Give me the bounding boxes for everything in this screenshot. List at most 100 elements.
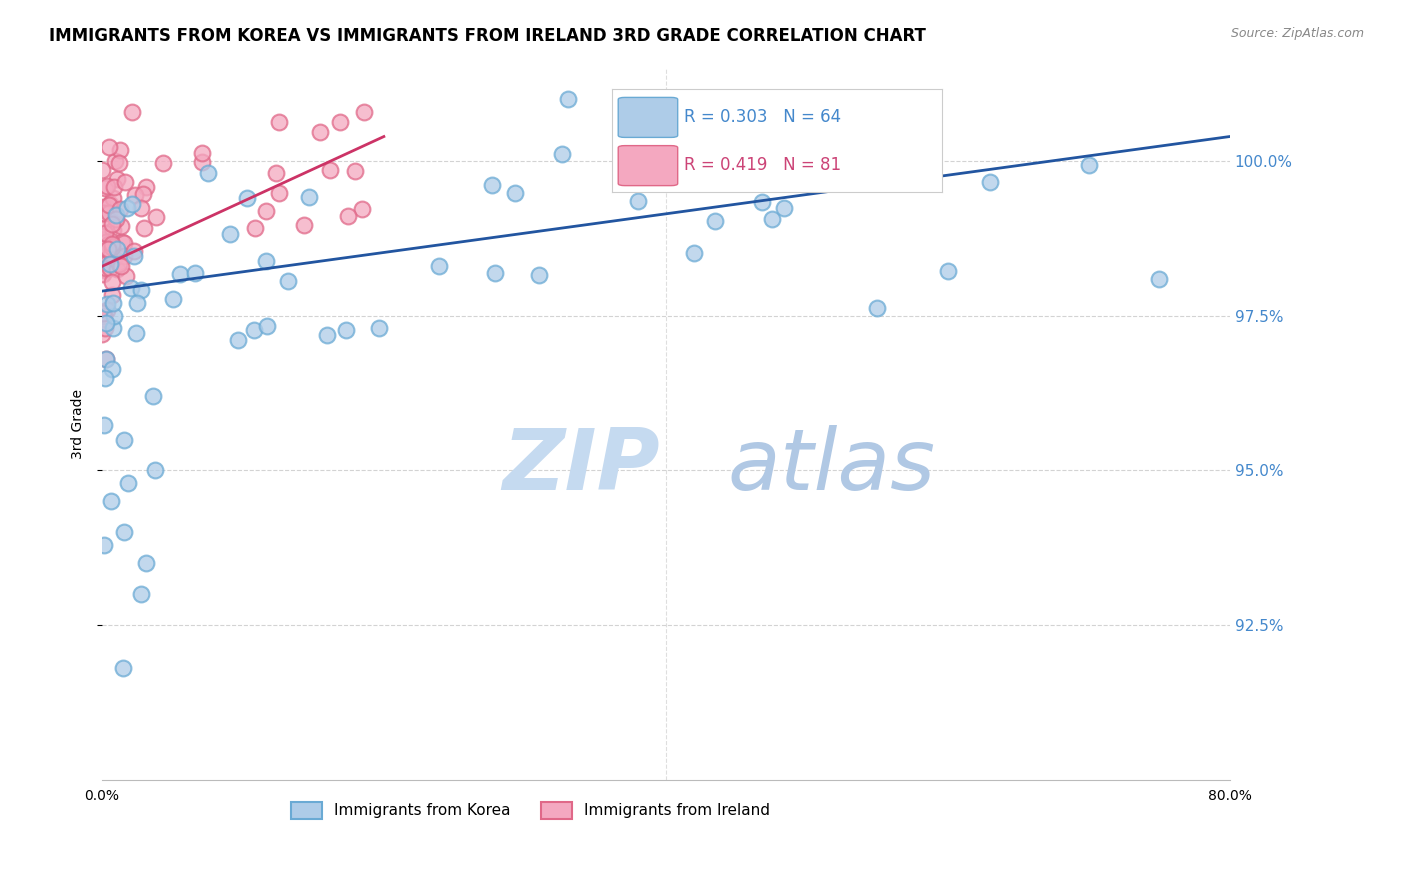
- Point: [101, 295, 124, 310]
- Text: Source: ZipAtlas.com: Source: ZipAtlas.com: [1230, 27, 1364, 40]
- Point: [105, 262, 128, 277]
- Point: [319, 163, 342, 178]
- Point: [626, 194, 648, 208]
- Point: [336, 209, 359, 223]
- Point: [111, 235, 134, 249]
- Point: [91, 162, 114, 177]
- Point: [110, 219, 132, 233]
- Point: [184, 266, 207, 280]
- Point: [129, 587, 152, 601]
- Point: [236, 191, 259, 205]
- FancyBboxPatch shape: [619, 145, 678, 186]
- Point: [100, 217, 122, 231]
- Point: [101, 236, 124, 251]
- Point: [112, 433, 135, 447]
- Point: [94, 260, 117, 275]
- Point: [329, 114, 352, 128]
- Point: [551, 147, 574, 161]
- Point: [1147, 271, 1170, 285]
- Point: [122, 249, 145, 263]
- Point: [219, 227, 242, 242]
- Point: [315, 327, 337, 342]
- Point: [120, 281, 142, 295]
- Point: [190, 155, 212, 169]
- Point: [125, 326, 148, 340]
- Point: [308, 125, 330, 139]
- Point: [484, 266, 506, 280]
- Point: [108, 156, 131, 170]
- Point: [93, 206, 115, 220]
- Point: [101, 191, 124, 205]
- Point: [254, 204, 277, 219]
- Point: [131, 283, 153, 297]
- Point: [770, 92, 793, 106]
- Point: [124, 244, 146, 259]
- Text: R = 0.419   N = 81: R = 0.419 N = 81: [685, 156, 841, 174]
- Point: [267, 114, 290, 128]
- Point: [936, 263, 959, 277]
- Point: [103, 251, 125, 265]
- Point: [169, 267, 191, 281]
- Point: [115, 201, 138, 215]
- Point: [866, 301, 889, 316]
- Point: [91, 201, 114, 215]
- Point: [94, 352, 117, 367]
- Point: [127, 295, 149, 310]
- Point: [353, 104, 375, 119]
- Point: [773, 201, 796, 215]
- Point: [527, 268, 550, 282]
- Point: [350, 202, 373, 216]
- Point: [110, 259, 132, 273]
- Point: [427, 259, 450, 273]
- Point: [256, 318, 278, 333]
- Point: [101, 362, 124, 376]
- Point: [91, 306, 114, 320]
- Point: [100, 494, 122, 508]
- Point: [97, 242, 120, 256]
- Point: [94, 321, 117, 335]
- Point: [112, 249, 135, 263]
- Point: [105, 208, 128, 222]
- Point: [114, 269, 136, 284]
- Point: [228, 333, 250, 347]
- Point: [108, 257, 131, 271]
- Point: [132, 220, 155, 235]
- Point: [761, 212, 783, 227]
- Point: [108, 202, 131, 216]
- Point: [91, 206, 114, 220]
- Text: atlas: atlas: [728, 425, 936, 508]
- Point: [481, 178, 503, 192]
- Point: [254, 253, 277, 268]
- Point: [143, 463, 166, 477]
- Point: [94, 181, 117, 195]
- Point: [267, 186, 290, 200]
- Point: [93, 233, 115, 247]
- Point: [1077, 158, 1099, 172]
- Point: [97, 198, 120, 212]
- Text: ZIP: ZIP: [502, 425, 659, 508]
- Point: [98, 260, 121, 275]
- Point: [335, 322, 357, 336]
- Point: [245, 221, 267, 235]
- Point: [114, 175, 136, 189]
- Point: [93, 418, 115, 433]
- Point: [298, 190, 321, 204]
- Point: [111, 661, 134, 675]
- Point: [94, 226, 117, 240]
- Point: [725, 160, 748, 174]
- Point: [135, 556, 157, 570]
- Point: [98, 206, 121, 220]
- Point: [93, 538, 115, 552]
- Point: [98, 139, 121, 153]
- Point: [112, 525, 135, 540]
- Point: [162, 292, 184, 306]
- Point: [98, 197, 121, 211]
- Point: [101, 223, 124, 237]
- Point: [94, 200, 117, 214]
- Point: [98, 236, 121, 251]
- Point: [100, 235, 122, 249]
- Point: [197, 166, 219, 180]
- Point: [101, 288, 124, 302]
- Point: [96, 297, 118, 311]
- Point: [292, 218, 315, 232]
